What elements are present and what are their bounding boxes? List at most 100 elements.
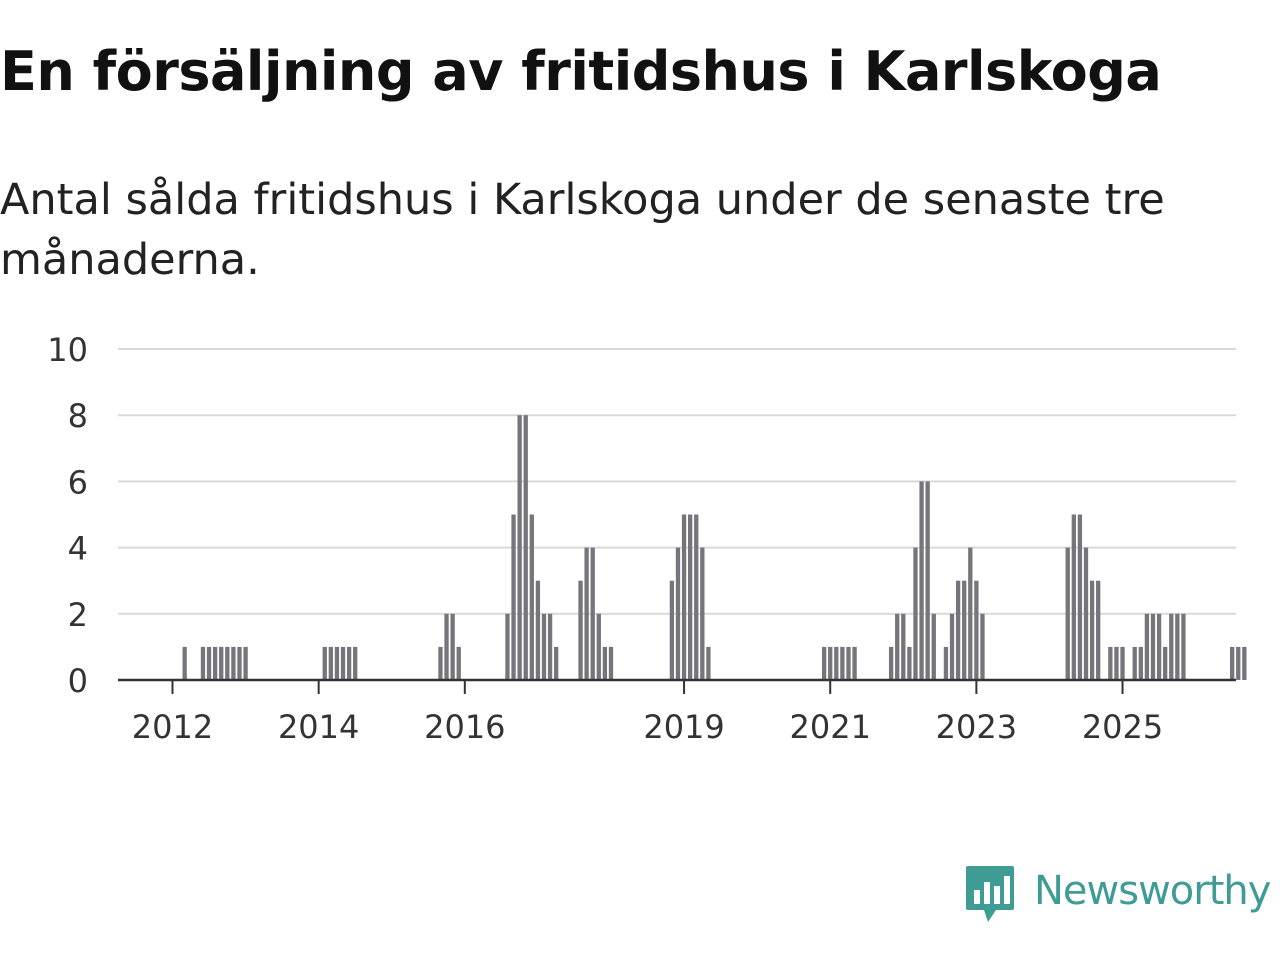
bar	[1150, 613, 1156, 680]
bar	[907, 646, 912, 680]
bar	[949, 613, 955, 680]
newsworthy-wordmark: Newsworthy	[1034, 868, 1271, 914]
bar	[968, 547, 973, 680]
bar	[182, 646, 187, 680]
bar	[1120, 646, 1125, 680]
bar	[962, 580, 967, 680]
y-axis-labels: 0 2 4 6 8 10	[47, 331, 88, 700]
bar	[602, 646, 608, 680]
y-tick-label: 8	[68, 397, 88, 435]
bar	[547, 613, 553, 680]
page-title: En försäljning av fritidshus i Karlskoga	[0, 40, 1162, 103]
bar	[943, 646, 949, 680]
bar	[1077, 514, 1083, 680]
bar	[700, 547, 705, 680]
bar	[901, 613, 906, 680]
bar	[346, 646, 352, 680]
bar	[919, 481, 924, 680]
y-tick-label: 10	[47, 331, 88, 369]
bar	[821, 646, 827, 680]
bar	[322, 646, 327, 680]
bar	[535, 580, 541, 680]
bar	[706, 646, 711, 680]
bars	[182, 415, 1247, 680]
x-tick-label: 2021	[790, 708, 871, 746]
bar	[340, 646, 346, 680]
x-tick-label: 2014	[278, 708, 359, 746]
bar	[1108, 646, 1113, 680]
page-subtitle: Antal sålda fritidshus i Karlskoga under…	[0, 175, 1165, 285]
bar	[334, 646, 340, 680]
bar	[596, 613, 601, 680]
bar	[353, 646, 358, 680]
bar	[456, 646, 461, 680]
bar	[328, 646, 333, 680]
bar	[688, 514, 693, 680]
bar	[694, 514, 699, 680]
bar	[541, 613, 547, 680]
bar	[237, 646, 242, 680]
bar	[828, 646, 833, 680]
bar	[231, 646, 236, 680]
x-axis-ticks: 2012 2014 2016 2019 2021 2023 2025	[132, 680, 1163, 746]
bar	[840, 646, 845, 680]
bar	[1156, 613, 1162, 680]
x-tick-label: 2012	[132, 708, 213, 746]
bar	[590, 547, 595, 680]
bar	[888, 646, 894, 680]
bar	[681, 514, 687, 680]
bar	[517, 415, 522, 680]
bar	[608, 646, 614, 680]
bar	[225, 646, 230, 680]
bar	[243, 646, 248, 680]
bar	[1071, 514, 1076, 680]
bar	[913, 547, 918, 680]
y-tick-label: 0	[68, 662, 88, 700]
bar	[980, 613, 985, 680]
bar	[1065, 547, 1070, 680]
bar	[450, 613, 455, 680]
bar	[1138, 646, 1143, 680]
bar	[1096, 580, 1101, 680]
bar	[200, 646, 206, 680]
bar	[895, 613, 900, 680]
bar	[1169, 613, 1174, 680]
bar	[1089, 580, 1095, 680]
bar	[1175, 613, 1180, 680]
newsworthy-logo: Newsworthy	[964, 864, 1280, 928]
bar	[212, 646, 218, 680]
bar	[834, 646, 839, 680]
bar	[1230, 646, 1235, 680]
y-tick-label: 4	[68, 530, 88, 568]
y-tick-label: 6	[68, 463, 88, 501]
x-tick-label: 2025	[1082, 708, 1163, 746]
bar	[1144, 613, 1150, 680]
bar	[578, 580, 583, 680]
y-tick-label: 2	[68, 596, 88, 634]
bar	[554, 646, 559, 680]
bar	[669, 580, 675, 680]
bar	[438, 646, 443, 680]
bar	[219, 646, 224, 680]
x-tick-label: 2023	[936, 708, 1017, 746]
newsworthy-logo-icon	[966, 866, 1014, 922]
bar	[511, 514, 516, 680]
bar	[1181, 613, 1186, 680]
bar	[584, 547, 589, 680]
x-tick-label: 2016	[424, 708, 505, 746]
x-tick-label: 2019	[643, 708, 724, 746]
bar	[1242, 646, 1247, 680]
bar	[955, 580, 961, 680]
bar	[1114, 646, 1119, 680]
bar	[931, 613, 936, 680]
bar	[1083, 547, 1089, 680]
bar	[675, 547, 681, 680]
bar	[529, 514, 534, 680]
bar	[1132, 646, 1137, 680]
bar	[925, 481, 930, 680]
bar	[846, 646, 851, 680]
bar	[1163, 646, 1168, 680]
bar	[444, 613, 449, 680]
bar	[852, 646, 857, 680]
